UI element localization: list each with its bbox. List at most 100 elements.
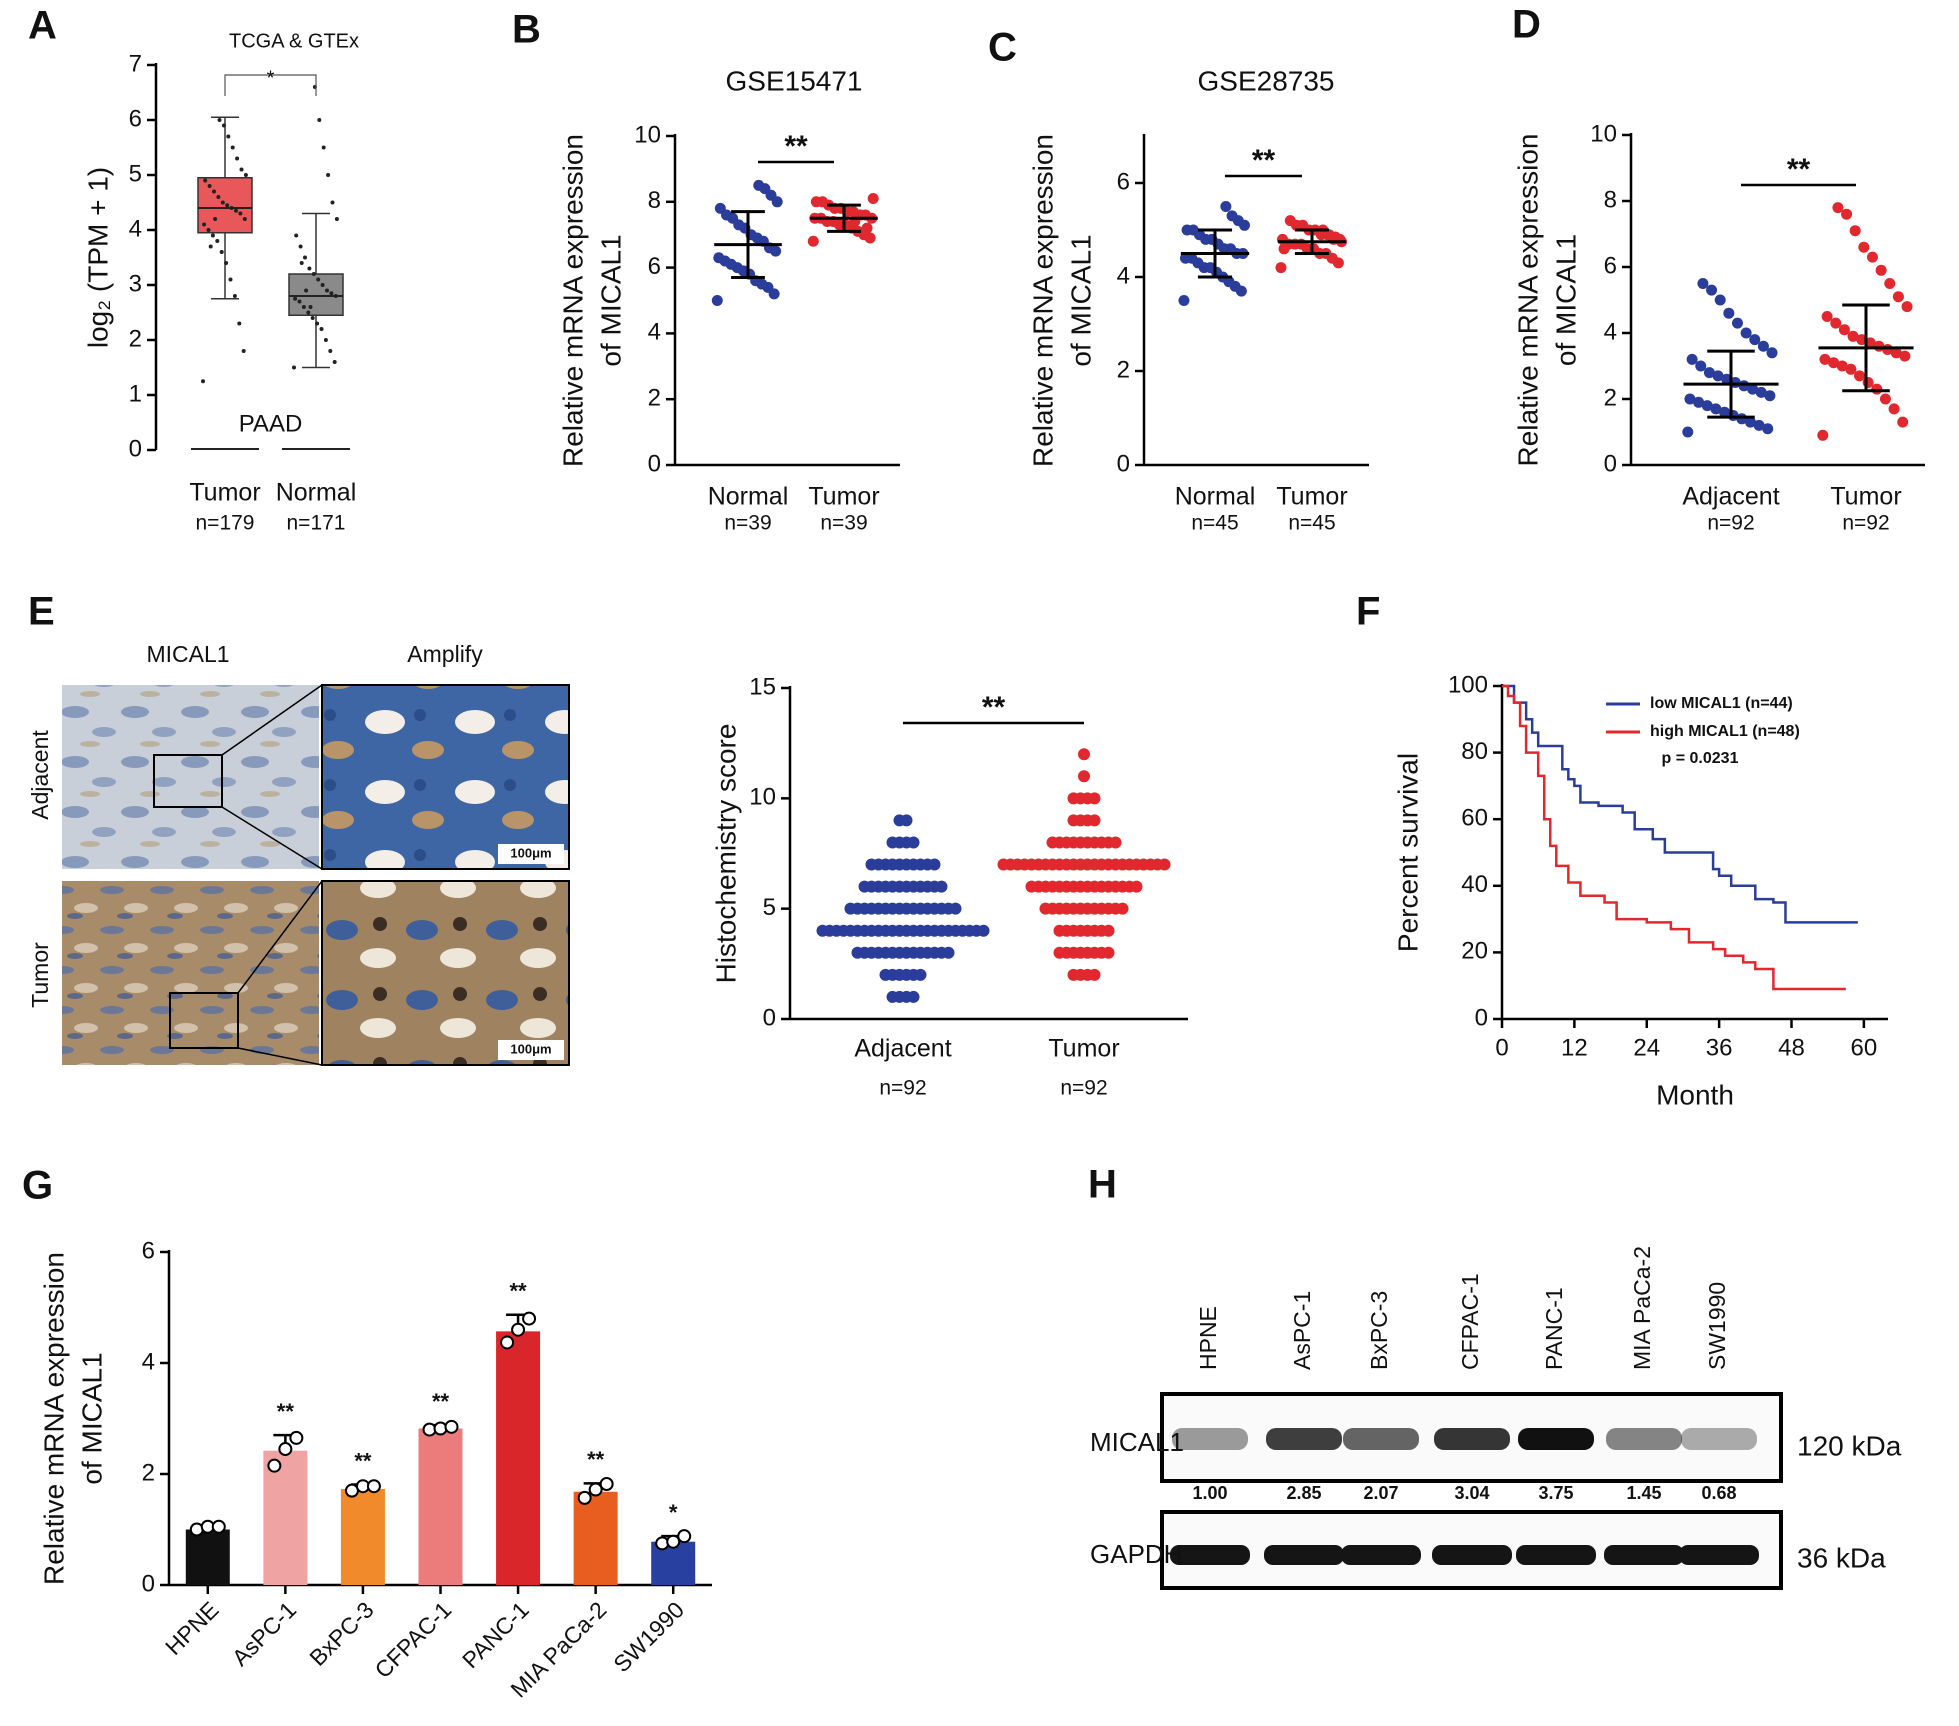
point [278, 1442, 293, 1457]
box [288, 273, 344, 316]
point [577, 1490, 592, 1505]
point [1845, 363, 1857, 375]
column-title: MICAL1 [146, 641, 229, 667]
n-label: n=45 [1191, 512, 1238, 535]
point [1849, 225, 1861, 237]
point [306, 310, 311, 315]
lane-label: SW1990 [1704, 1282, 1730, 1370]
dot-row [893, 814, 913, 827]
point [325, 288, 329, 293]
point [1695, 360, 1707, 372]
point [201, 379, 205, 384]
panel-letter: G [22, 1164, 53, 1208]
y-tick-label: 10 [749, 784, 776, 811]
dot-row [1067, 792, 1101, 805]
point [1749, 334, 1761, 346]
point [1862, 377, 1874, 388]
dot [907, 836, 920, 849]
chart-title: GSE28735 [1198, 65, 1335, 96]
point [293, 296, 298, 301]
point [433, 1421, 448, 1436]
y-tick-label: 4 [142, 1348, 155, 1375]
point [1899, 350, 1911, 362]
dot [935, 880, 948, 893]
n-label: n=39 [724, 512, 771, 535]
value-label: 3.75 [1538, 1483, 1573, 1503]
row-label: MICAL1 [1090, 1427, 1184, 1457]
point [714, 202, 726, 214]
dot-row [858, 880, 948, 893]
point [1871, 383, 1883, 395]
point [1684, 393, 1696, 405]
x-tick-label: 0 [1495, 1034, 1508, 1061]
point [1757, 340, 1769, 352]
y-tick-label: 6 [142, 1237, 155, 1264]
point [203, 178, 208, 183]
bar [185, 1529, 230, 1585]
dot [1158, 858, 1171, 871]
point [867, 193, 879, 205]
y-axis-label: of MICAL1 [1065, 234, 1096, 366]
significance-label: ** [432, 1389, 450, 1414]
point [1832, 202, 1844, 214]
point [1701, 400, 1713, 412]
value-label: 1.00 [1192, 1483, 1227, 1503]
point [315, 321, 320, 326]
dot [1078, 748, 1090, 761]
y-tick-label: 0 [763, 1004, 776, 1031]
point [303, 255, 307, 260]
y-axis-label: Histochemistry score [710, 724, 741, 984]
n-label: n=92 [879, 1077, 926, 1100]
ihc-zoom [321, 684, 570, 870]
n-label: n=39 [820, 512, 867, 535]
zoom-line [221, 806, 323, 870]
point [239, 167, 244, 172]
point [1854, 370, 1866, 382]
point [267, 1458, 282, 1473]
dot-row [879, 968, 927, 981]
point [1875, 264, 1887, 276]
point [1703, 367, 1715, 379]
y-axis-label: of MICAL1 [595, 234, 626, 366]
y-tick-label: 4 [1117, 262, 1130, 289]
dot [1130, 880, 1143, 893]
y-tick-label: 40 [1461, 871, 1488, 898]
panel-letter: D [1512, 3, 1541, 47]
lane-label: CFPAC-1 [1457, 1273, 1483, 1370]
band [1518, 1428, 1594, 1450]
dot-row [1053, 924, 1115, 937]
dot [1102, 946, 1115, 959]
point [319, 327, 324, 331]
point [202, 222, 207, 227]
band [1681, 1428, 1757, 1450]
x-tick-label: CFPAC-1 [370, 1596, 457, 1683]
value-label: 3.04 [1454, 1483, 1489, 1503]
point [1719, 406, 1731, 418]
y-tick-label: 2 [1117, 356, 1130, 383]
point [243, 173, 248, 177]
y-tick-label: 20 [1461, 938, 1488, 965]
point [1180, 252, 1192, 264]
x-tick-label: Normal [276, 479, 357, 507]
lane-label: BxPC-3 [1366, 1291, 1392, 1370]
y-axis-label: Percent survival [1392, 753, 1423, 952]
bar [573, 1491, 618, 1585]
x-tick-label: 60 [1851, 1034, 1878, 1061]
n-label: n=179 [196, 512, 255, 535]
lane-label: PANC-1 [1541, 1287, 1567, 1370]
dot-row [1046, 836, 1122, 849]
point [229, 206, 234, 210]
point [330, 200, 335, 205]
point [1879, 393, 1891, 405]
y-axis-label: Relative mRNA expression [38, 1252, 69, 1585]
point [289, 1430, 304, 1445]
y-tick-label: 60 [1461, 805, 1488, 832]
point [810, 196, 822, 208]
dot-row [1025, 880, 1143, 893]
dot [914, 968, 927, 981]
chart-title: GSE15471 [726, 65, 863, 96]
value-label: 1.45 [1626, 1483, 1661, 1503]
value-label: 2.07 [1363, 1483, 1398, 1503]
point [217, 118, 222, 122]
x-tick-label: Adjacent [854, 1035, 951, 1063]
